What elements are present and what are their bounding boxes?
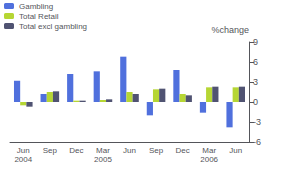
- svg-text:Jun: Jun: [17, 146, 30, 155]
- svg-text:Dec: Dec: [69, 146, 83, 155]
- svg-text:Dec: Dec: [175, 146, 189, 155]
- svg-text:Sep: Sep: [149, 146, 164, 155]
- svg-text:Jun: Jun: [123, 146, 136, 155]
- svg-text:-3: -3: [253, 117, 261, 127]
- svg-text:Mar: Mar: [96, 146, 110, 155]
- svg-text:%change: %change: [211, 25, 249, 35]
- svg-text:Gambling: Gambling: [19, 2, 53, 11]
- svg-text:0: 0: [253, 97, 258, 107]
- svg-text:Total excl gambling: Total excl gambling: [19, 22, 87, 31]
- svg-text:2005: 2005: [94, 155, 112, 164]
- svg-text:2006: 2006: [200, 155, 218, 164]
- svg-text:3: 3: [253, 77, 258, 87]
- svg-text:Total Retail: Total Retail: [19, 12, 59, 21]
- svg-text:Mar: Mar: [202, 146, 216, 155]
- svg-text:6: 6: [253, 57, 258, 67]
- svg-text:Sep: Sep: [43, 146, 58, 155]
- svg-text:2004: 2004: [14, 155, 32, 164]
- svg-text:9: 9: [253, 37, 258, 47]
- svg-text:-6: -6: [253, 137, 261, 147]
- svg-text:Jun: Jun: [229, 146, 242, 155]
